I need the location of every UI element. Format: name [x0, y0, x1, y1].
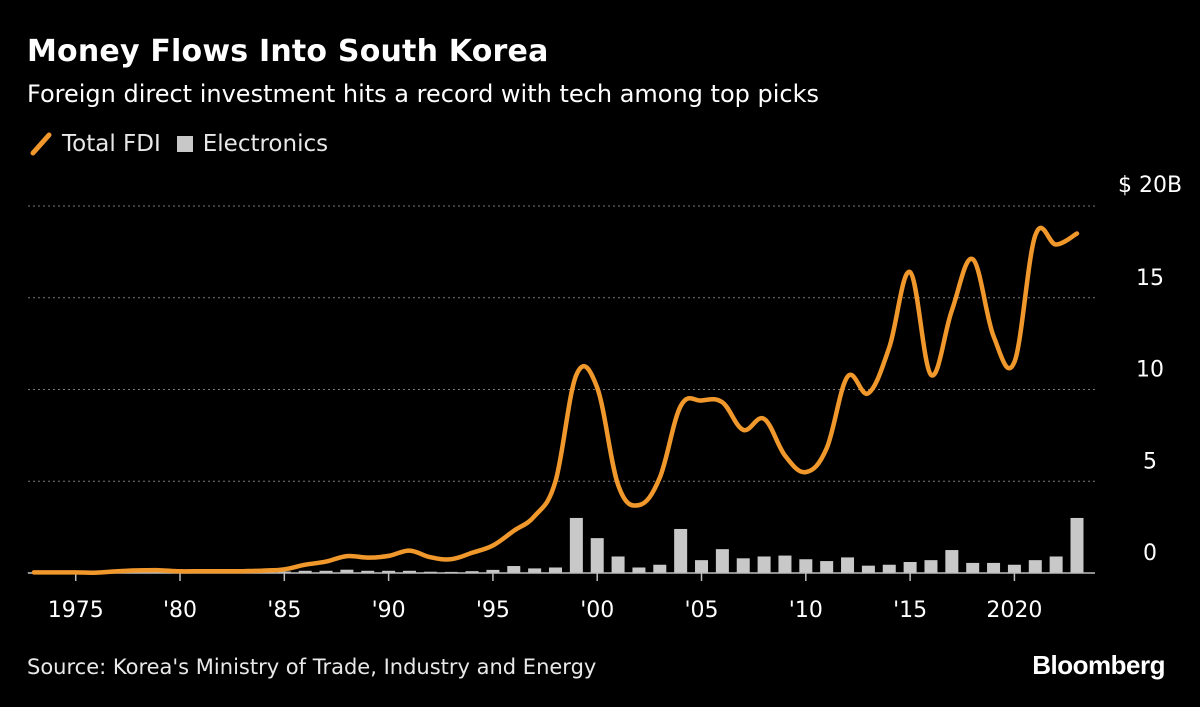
total-fdi-line [31, 225, 1080, 575]
bar [465, 571, 479, 573]
bar [903, 561, 917, 573]
bar [861, 565, 875, 573]
bar [632, 567, 646, 573]
y-tick-label: 10 [1136, 358, 1164, 383]
bar [361, 570, 375, 573]
bar [1049, 556, 1063, 573]
bar [569, 517, 583, 573]
legend-label-electronics: Electronics [202, 131, 329, 157]
bar [966, 562, 980, 573]
bar [653, 564, 667, 573]
bar [736, 558, 750, 573]
bar [924, 560, 938, 573]
bar [882, 564, 896, 573]
bloomberg-logo: Bloomberg [1032, 650, 1165, 680]
bar-swatch-icon [176, 136, 193, 152]
bar [549, 567, 562, 573]
bar [590, 538, 604, 573]
bar [695, 560, 709, 573]
bar [507, 566, 521, 573]
x-tick-label: '00 [580, 598, 614, 623]
x-tick-label: '85 [267, 598, 301, 623]
x-tick-label: 2020 [986, 598, 1042, 623]
bar [1028, 560, 1042, 573]
bar [674, 528, 688, 573]
bar [987, 562, 1001, 573]
legend-label-total-fdi: Total FDI [62, 131, 161, 157]
x-tick-label: '10 [789, 598, 823, 623]
bar [319, 570, 333, 573]
bar [340, 569, 354, 573]
bar [778, 555, 792, 573]
bar [298, 570, 312, 573]
bar [757, 556, 771, 573]
y-tick-label: $ 20B [1118, 173, 1182, 198]
line-swatch-icon [30, 132, 52, 156]
source-note: Source: Korea's Ministry of Trade, Indus… [27, 655, 597, 679]
x-tick-label: '80 [163, 598, 197, 623]
bar [799, 559, 813, 573]
bar [1007, 564, 1021, 573]
chart-title: Money Flows Into South Korea [27, 34, 549, 69]
bar [715, 549, 729, 573]
x-tick-label: '05 [684, 598, 718, 623]
x-tick-label: '90 [372, 598, 406, 623]
y-tick-label: 0 [1143, 541, 1157, 566]
bar [820, 561, 834, 573]
legend-item-electronics: Electronics [176, 131, 329, 157]
x-tick-label: '95 [476, 598, 510, 623]
x-tick-label: 1975 [48, 598, 104, 623]
bar [1070, 517, 1084, 573]
bar [945, 550, 959, 573]
y-tick-label: 15 [1136, 266, 1164, 291]
chart-subtitle: Foreign direct investment hits a record … [27, 80, 819, 108]
y-tick-label: 5 [1143, 449, 1157, 474]
bar [611, 556, 625, 573]
legend-item-total-fdi: Total FDI [30, 131, 161, 157]
bar [528, 568, 542, 573]
x-tick-label: '15 [893, 598, 927, 623]
bar [402, 570, 416, 573]
bar [486, 569, 500, 573]
chart-legend: Total FDI Electronics [30, 131, 344, 157]
bar [382, 570, 396, 573]
bar [841, 557, 855, 573]
